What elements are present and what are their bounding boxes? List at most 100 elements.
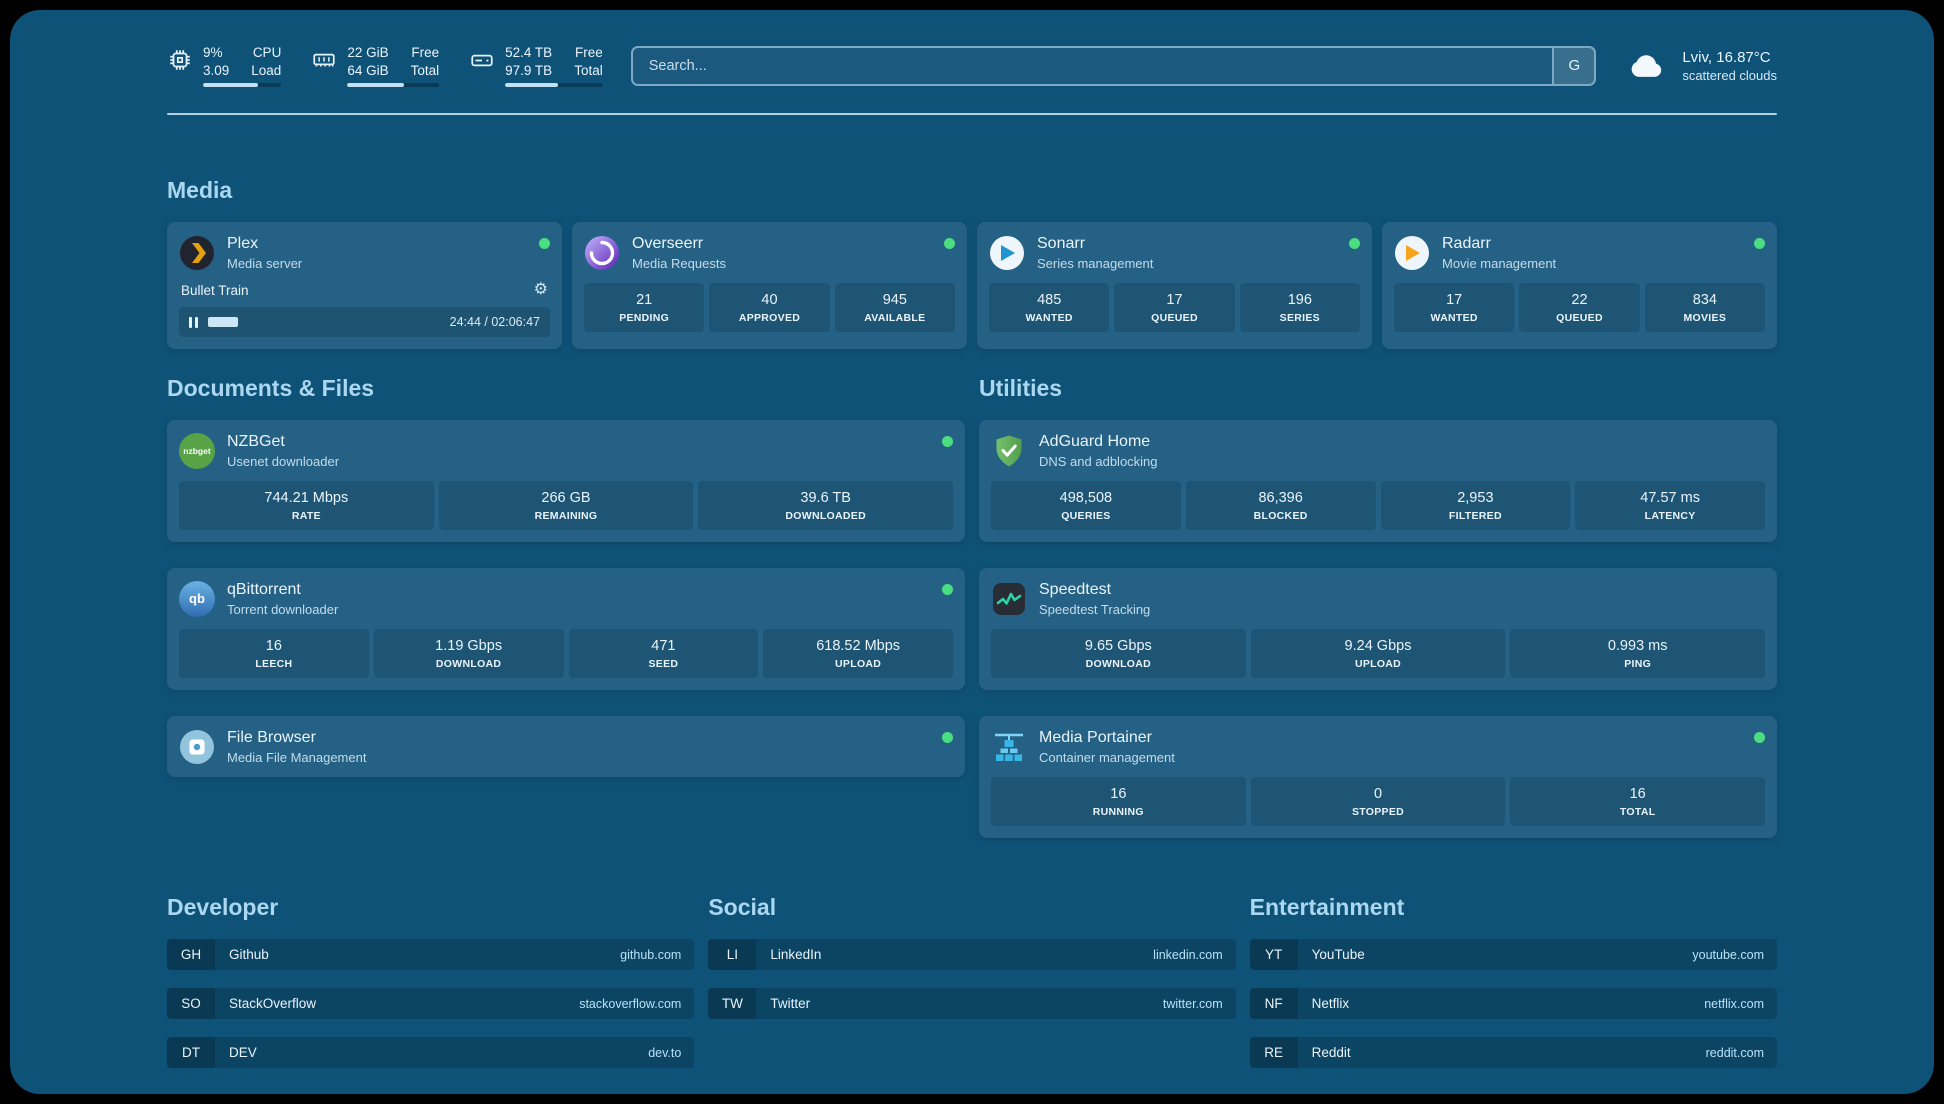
service-name: Radarr	[1442, 235, 1491, 252]
cpu-values: 9% 3.09	[203, 44, 229, 79]
stats-row: 16 LEECH 1.19 Gbps DOWNLOAD 471 SEED	[179, 629, 953, 678]
search-provider-button[interactable]: G	[1552, 47, 1595, 84]
bookmark-item-stackoverflow[interactable]: SO StackOverflow stackoverflow.com	[167, 988, 695, 1019]
service-card-overseerr[interactable]: Overseerr Media Requests 21 PENDING 40 A…	[572, 222, 967, 349]
stat-label: REMAINING	[534, 510, 598, 522]
pause-icon[interactable]	[189, 316, 198, 328]
service-description: Series management	[1037, 256, 1154, 271]
bookmark-item-linkedin[interactable]: LI LinkedIn linkedin.com	[708, 939, 1236, 970]
bookmark-item-netflix[interactable]: NF Netflix netflix.com	[1249, 988, 1777, 1019]
stat-label: UPLOAD	[835, 658, 882, 670]
stat-value: 498,508	[1059, 490, 1113, 506]
stat-label: LEECH	[255, 658, 293, 670]
overseerr-icon	[584, 235, 620, 271]
stat-value: 485	[1037, 292, 1062, 308]
stat-label: PENDING	[619, 312, 670, 324]
stat-label: APPROVED	[738, 312, 801, 324]
bookmark-item-reddit[interactable]: RE Reddit reddit.com	[1249, 1037, 1777, 1068]
bookmark-item-twitter[interactable]: TW Twitter twitter.com	[708, 988, 1236, 1019]
status-dot	[1754, 238, 1765, 249]
service-name: Speedtest	[1039, 581, 1112, 598]
status-dot	[942, 732, 953, 743]
service-card-plex[interactable]: Plex Media server Bullet Train ⚙ 24:44 /…	[167, 222, 562, 349]
stats-row: 21 PENDING 40 APPROVED 945 AVAILABLE	[584, 283, 955, 332]
bookmarks-area: Developer GH Github github.com SO StackO…	[167, 894, 1777, 1068]
service-description: Speedtest Tracking	[1039, 602, 1151, 617]
card-header: nzbget NZBGet Usenet downloader	[179, 432, 953, 469]
service-name: Sonarr	[1037, 235, 1086, 252]
stat-label: STOPPED	[1351, 806, 1405, 818]
stat-value: 0.993 ms	[1607, 638, 1668, 654]
cpu-label-bottom: Load	[251, 62, 282, 78]
card-header: File Browser Media File Management	[179, 728, 953, 765]
nzbget-icon: nzbget	[179, 432, 215, 469]
service-card-nzbget[interactable]: nzbget NZBGet Usenet downloader 744.21 M…	[167, 420, 965, 542]
playback-time: 24:44 / 02:06:47	[449, 315, 540, 329]
bookmark-url: netflix.com	[1704, 996, 1764, 1011]
playback-progress-track[interactable]	[208, 316, 440, 328]
stats-row: 485 WANTED 17 QUEUED 196 SERIES	[989, 283, 1360, 332]
service-card-sonarr[interactable]: Sonarr Series management 485 WANTED 17 Q…	[977, 222, 1372, 349]
status-dot	[942, 436, 953, 447]
settings-gear-icon[interactable]: ⚙	[533, 281, 548, 298]
bookmark-abbr: TW	[708, 988, 757, 1019]
service-titles: NZBGet Usenet downloader	[227, 432, 339, 469]
stat-value: 40	[761, 292, 778, 308]
stat-label: DOWNLOAD	[435, 658, 502, 670]
storage-usage-bar	[505, 83, 603, 87]
bookmark-name: Reddit	[1311, 1045, 1351, 1060]
service-name: Overseerr	[632, 235, 704, 252]
stat-box: 17 WANTED	[1394, 283, 1515, 332]
bookmark-item-dev[interactable]: DT DEV dev.to	[167, 1037, 695, 1068]
stat-label: UPLOAD	[1354, 658, 1402, 670]
documents-section: Documents & Files nzbget NZBGet Usenet d…	[167, 375, 965, 838]
status-dot	[539, 238, 550, 249]
now-playing-row: Bullet Train ⚙	[179, 282, 550, 298]
stat-box: 86,396 BLOCKED	[1185, 481, 1376, 530]
stat-box: 17 QUEUED	[1114, 283, 1235, 332]
service-card-speedtest[interactable]: Speedtest Speedtest Tracking 9.65 Gbps D…	[979, 568, 1777, 690]
service-card-filebrowser[interactable]: File Browser Media File Management	[167, 716, 965, 777]
stat-value: 834	[1692, 292, 1717, 308]
storage-free: 52.4 TB	[505, 45, 553, 60]
bookmark-item-github[interactable]: GH Github github.com	[167, 939, 695, 970]
bookmark-item-youtube[interactable]: YT YouTube youtube.com	[1249, 939, 1777, 970]
bookmark-abbr: NF	[1249, 988, 1298, 1019]
service-card-qbittorrent[interactable]: qb qBittorrent Torrent downloader 16	[167, 568, 965, 690]
stat-label: LATENCY	[1644, 510, 1696, 522]
stat-value: 16	[1629, 786, 1646, 802]
service-card-portainer[interactable]: Media Portainer Container management 16 …	[979, 716, 1777, 838]
bookmark-name: Netflix	[1311, 996, 1350, 1011]
service-name: NZBGet	[227, 433, 285, 450]
storage-label-bottom: Total	[574, 62, 603, 78]
stats-row: 744.21 Mbps RATE 266 GB REMAINING 39.6 T…	[179, 481, 954, 530]
memory-label-top: Free	[411, 45, 440, 60]
card-header: Media Portainer Container management	[991, 728, 1765, 765]
search-input[interactable]	[632, 47, 1553, 84]
card-header: AdGuard Home DNS and adblocking	[991, 432, 1765, 469]
service-card-radarr[interactable]: Radarr Movie management 17 WANTED 22 QUE…	[1382, 222, 1777, 349]
service-name: Media Portainer	[1039, 729, 1152, 746]
bookmark-abbr: GH	[167, 939, 215, 970]
storage-label-top: Free	[574, 45, 603, 60]
bookmark-group-title: Social	[708, 894, 777, 920]
service-titles: qBittorrent Torrent downloader	[227, 580, 338, 617]
service-titles: Speedtest Speedtest Tracking	[1039, 580, 1150, 617]
service-card-adguard[interactable]: AdGuard Home DNS and adblocking 498,508 …	[979, 420, 1777, 542]
stat-label: RUNNING	[1092, 806, 1144, 818]
stat-value: 471	[651, 638, 676, 654]
service-description: Torrent downloader	[227, 602, 339, 617]
playback-progress-fill	[208, 317, 239, 327]
service-titles: Media Portainer Container management	[1039, 728, 1175, 765]
bookmark-abbr: LI	[708, 939, 757, 970]
cloud-icon	[1631, 54, 1662, 77]
two-column-area: Documents & Files nzbget NZBGet Usenet d…	[167, 375, 1777, 838]
card-header: Plex Media server	[179, 234, 550, 271]
stat-box: 2,953 FILTERED	[1380, 481, 1571, 530]
stat-value: 266 GB	[541, 490, 591, 506]
stats-row: 16 RUNNING 0 STOPPED 16 TOTAL	[991, 777, 1766, 826]
service-description: Media Requests	[632, 256, 726, 271]
section-title-utilities: Utilities	[979, 375, 1063, 401]
card-header: Radarr Movie management	[1394, 234, 1765, 271]
memory-values: 22 GiB 64 GiB	[347, 44, 388, 79]
